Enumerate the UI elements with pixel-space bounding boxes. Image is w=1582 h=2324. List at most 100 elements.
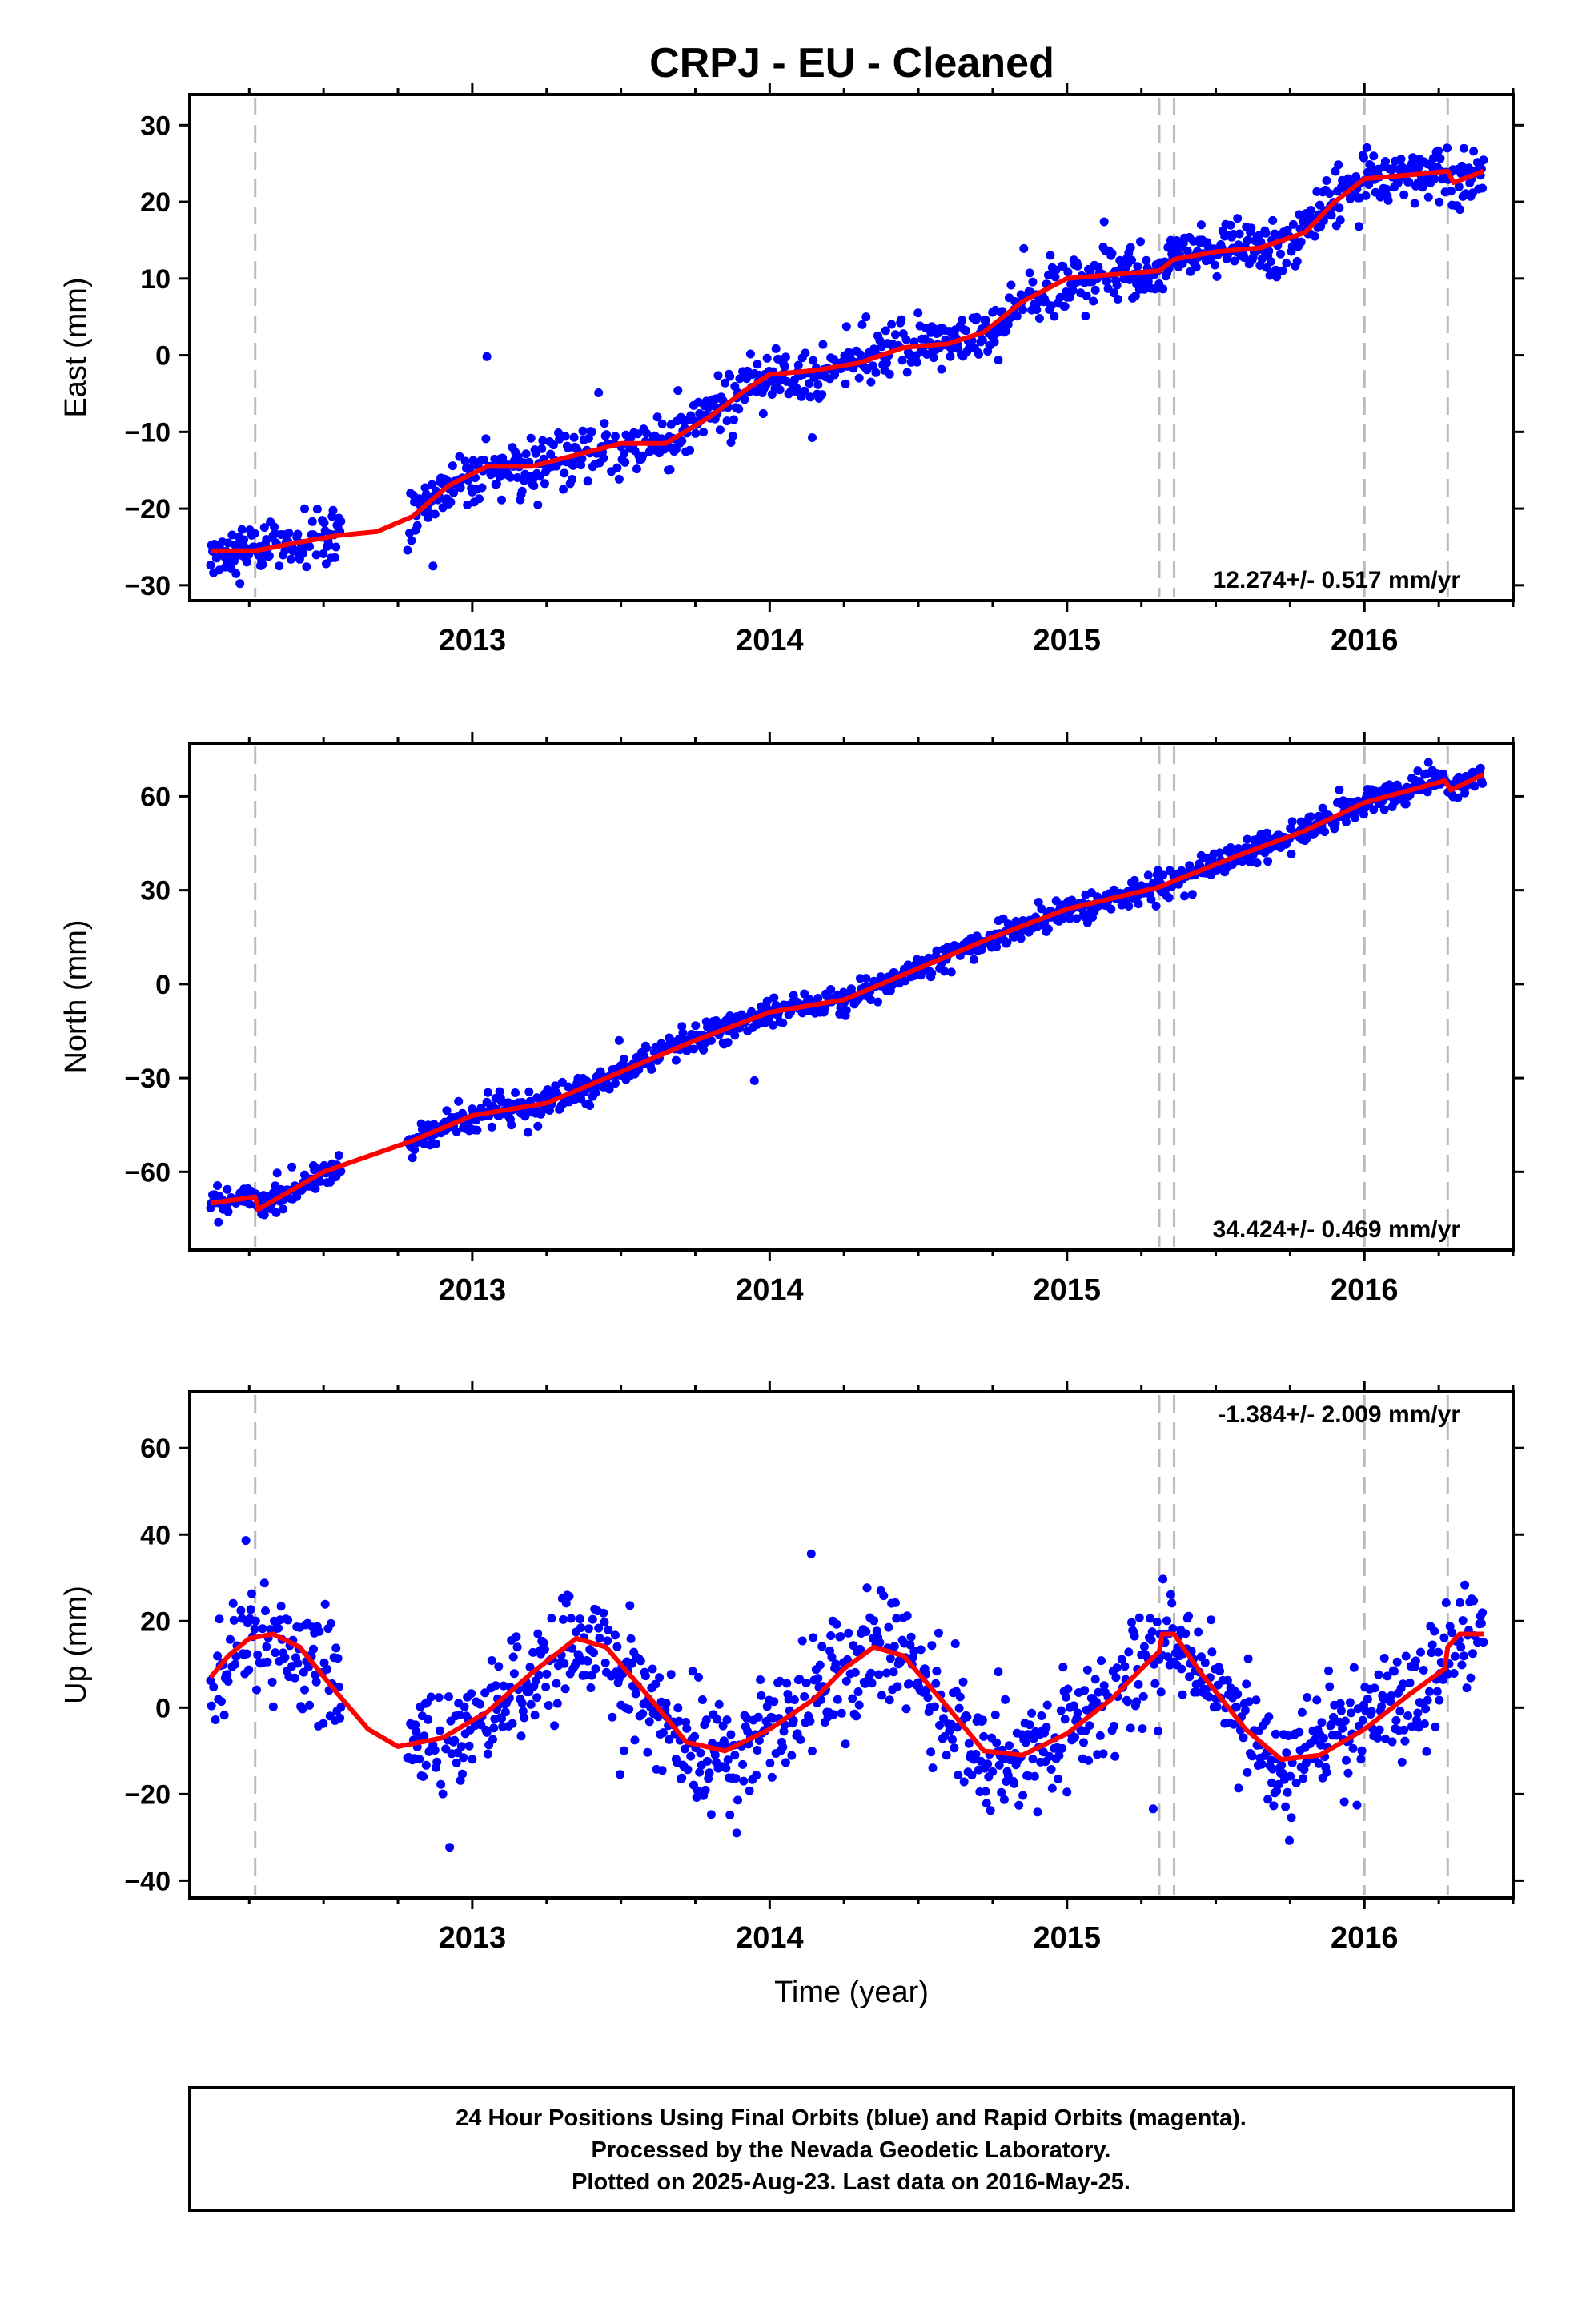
east-data-point xyxy=(259,523,269,533)
north-data-point xyxy=(723,1038,733,1047)
north-model-line xyxy=(210,772,1485,1212)
up-data-point xyxy=(483,1749,492,1759)
east-data-point xyxy=(1278,266,1287,275)
east-data-point xyxy=(300,504,309,513)
up-data-point xyxy=(589,1648,598,1658)
up-data-point xyxy=(657,1766,667,1775)
east-data-point xyxy=(529,481,539,490)
up-data-point xyxy=(1054,1774,1063,1783)
up-data-point xyxy=(1177,1664,1186,1674)
up-data-point xyxy=(608,1712,617,1722)
east-data-point xyxy=(1230,256,1239,266)
up-data-point xyxy=(962,1712,972,1722)
east-data-point xyxy=(258,560,267,569)
up-data-point xyxy=(640,1671,650,1681)
up-data-point xyxy=(1085,1721,1094,1731)
up-data-point xyxy=(1184,1611,1193,1621)
east-data-point xyxy=(1306,206,1315,215)
up-data-point xyxy=(1028,1754,1038,1763)
east-data-point xyxy=(560,468,569,478)
east-data-point xyxy=(725,372,735,381)
north-plot-frame xyxy=(188,742,1515,1252)
north-data-point xyxy=(442,1106,452,1116)
east-data-point xyxy=(902,368,912,377)
east-data-point xyxy=(474,494,484,504)
up-data-point xyxy=(1335,1699,1345,1708)
up-data-point xyxy=(1054,1751,1064,1760)
east-data-point xyxy=(403,545,412,555)
up-y-tick-label: 60 xyxy=(140,1433,171,1464)
up-data-point xyxy=(950,1743,959,1753)
north-data-point xyxy=(1002,938,1012,947)
east-data-point xyxy=(912,357,921,367)
east-data-point xyxy=(978,336,987,345)
east-data-point xyxy=(1271,265,1280,275)
up-data-point xyxy=(267,1677,277,1687)
up-data-point xyxy=(586,1683,596,1692)
up-data-point xyxy=(258,1624,267,1634)
up-data-point xyxy=(1060,1715,1070,1724)
up-data-point xyxy=(494,1662,504,1671)
up-data-point xyxy=(945,1727,954,1736)
up-data-point xyxy=(331,1643,341,1653)
east-data-point xyxy=(535,472,544,481)
up-data-point xyxy=(512,1632,521,1642)
up-data-point xyxy=(1167,1598,1177,1608)
up-data-point xyxy=(1352,1800,1362,1810)
east-data-point xyxy=(1364,180,1374,189)
east-data-point xyxy=(465,463,475,472)
east-data-point xyxy=(758,409,768,418)
up-data-point xyxy=(1168,1624,1178,1634)
up-data-point xyxy=(874,1670,884,1679)
up-data-point xyxy=(327,1618,335,1628)
east-data-point xyxy=(665,465,675,474)
up-data-point xyxy=(909,1647,919,1656)
up-data-point xyxy=(928,1763,938,1773)
east-x-tick-label: 2013 xyxy=(439,624,507,657)
up-data-point xyxy=(1422,1747,1431,1756)
east-data-point xyxy=(428,561,438,571)
east-data-point xyxy=(1247,223,1256,233)
east-data-point xyxy=(1404,177,1414,187)
east-data-point xyxy=(729,415,739,424)
east-y-tick-label: 30 xyxy=(140,111,171,141)
up-data-point xyxy=(1099,1681,1109,1691)
up-data-point xyxy=(932,1667,942,1676)
east-data-point xyxy=(1265,271,1275,280)
up-data-point xyxy=(1322,1767,1331,1777)
up-data-point xyxy=(497,1714,506,1723)
up-data-point xyxy=(841,1739,850,1749)
up-data-point xyxy=(1120,1662,1130,1671)
north-data-point xyxy=(1164,893,1174,903)
up-data-point xyxy=(1374,1670,1383,1679)
up-data-point xyxy=(591,1664,600,1674)
east-data-point xyxy=(1282,259,1291,268)
up-data-point xyxy=(223,1677,233,1686)
up-data-point xyxy=(1456,1598,1464,1607)
east-data-point xyxy=(531,448,540,458)
up-data-point xyxy=(998,1754,1008,1763)
east-data-point xyxy=(1050,312,1059,321)
up-data-point xyxy=(620,1746,628,1755)
east-data-point xyxy=(614,474,624,484)
east-data-point xyxy=(1469,147,1479,156)
east-y-tick-label: 0 xyxy=(155,341,171,372)
east-data-point xyxy=(781,352,790,362)
up-data-point xyxy=(778,1743,788,1752)
up-data-point xyxy=(241,1536,251,1546)
up-data-point xyxy=(603,1636,612,1646)
east-data-point xyxy=(809,356,818,365)
east-data-point xyxy=(1243,235,1253,245)
east-data-point xyxy=(887,320,897,329)
east-data-point xyxy=(1359,153,1368,163)
up-data-point xyxy=(1148,1804,1158,1814)
up-data-point xyxy=(1194,1627,1203,1637)
east-data-point xyxy=(242,557,251,567)
north-data-point xyxy=(932,946,942,955)
north-data-point xyxy=(1158,870,1168,880)
up-data-point xyxy=(948,1735,957,1744)
east-data-point xyxy=(818,340,828,349)
east-data-point xyxy=(1113,295,1122,304)
east-data-point xyxy=(477,483,487,493)
east-data-point xyxy=(891,330,900,340)
